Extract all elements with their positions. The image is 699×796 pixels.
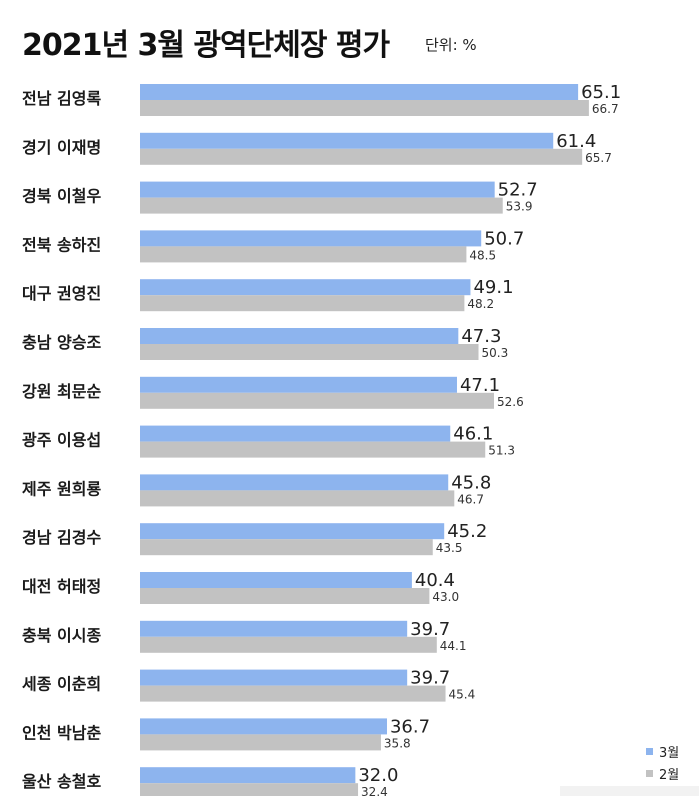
data-label-march-4: 49.1 (473, 277, 513, 298)
data-label-march-5: 47.3 (461, 326, 501, 347)
data-label-february-6: 52.6 (497, 395, 524, 409)
bar-march-8 (140, 474, 449, 491)
data-label-march-3: 50.7 (484, 228, 524, 249)
data-label-march-12: 39.7 (410, 668, 450, 689)
bar-march-6 (140, 376, 457, 393)
bar-march-14 (140, 767, 356, 784)
category-label-5: 충남 양승조 (22, 333, 101, 352)
legend-label-february: 2월 (659, 767, 680, 783)
category-label-4: 대구 권영진 (22, 284, 101, 303)
corner-strip (560, 786, 699, 796)
data-label-march-1: 61.4 (556, 131, 596, 152)
bar-march-3 (140, 230, 482, 247)
bar-february-6 (140, 392, 494, 409)
bar-february-4 (140, 295, 465, 312)
bar-march-2 (140, 181, 495, 198)
category-label-3: 전북 송하진 (22, 235, 101, 254)
data-label-february-9: 43.5 (436, 541, 463, 555)
data-label-february-10: 43.0 (432, 590, 459, 604)
data-label-february-8: 46.7 (457, 492, 484, 506)
legend-item-march: 3월 (646, 740, 679, 762)
bar-february-11 (140, 636, 437, 653)
bar-march-5 (140, 328, 459, 344)
data-label-february-11: 44.1 (440, 639, 467, 653)
category-label-7: 광주 이용섭 (22, 431, 101, 450)
bar-march-1 (140, 132, 554, 149)
legend-item-february: 2월 (646, 762, 679, 784)
data-label-march-8: 45.8 (451, 472, 491, 493)
data-label-february-5: 50.3 (482, 346, 509, 360)
bar-march-12 (140, 669, 408, 686)
data-label-february-1: 65.7 (585, 151, 612, 165)
category-label-14: 울산 송철호 (22, 772, 101, 791)
data-label-february-3: 48.5 (469, 248, 496, 262)
bar-february-7 (140, 441, 486, 458)
data-label-march-9: 45.2 (447, 521, 487, 542)
data-label-march-2: 52.7 (498, 180, 538, 201)
bar-february-10 (140, 588, 430, 604)
data-label-february-4: 48.2 (467, 297, 494, 311)
bar-february-14 (140, 783, 359, 796)
legend-swatch-february (646, 769, 653, 777)
category-label-11: 충북 이시종 (22, 626, 101, 645)
data-label-march-0: 65.1 (581, 82, 621, 103)
bar-march-13 (140, 718, 387, 735)
legend: 3월 2월 (646, 740, 679, 784)
data-label-march-6: 47.1 (460, 375, 500, 396)
data-label-february-0: 66.7 (592, 102, 619, 116)
category-label-12: 세종 이춘희 (22, 675, 101, 694)
unit-label: 단위: % (425, 36, 477, 54)
data-label-march-11: 39.7 (410, 619, 450, 640)
bar-february-1 (140, 148, 583, 165)
bar-february-2 (140, 197, 503, 214)
bar-march-9 (140, 523, 445, 540)
data-label-march-7: 46.1 (453, 424, 493, 445)
data-label-february-14: 32.4 (361, 785, 388, 796)
bar-february-5 (140, 344, 479, 360)
bar-february-3 (140, 246, 467, 263)
data-label-february-7: 51.3 (488, 444, 515, 458)
category-label-9: 경남 김경수 (22, 528, 101, 547)
data-label-march-10: 40.4 (415, 570, 455, 591)
data-label-march-13: 36.7 (390, 716, 430, 737)
category-label-0: 전남 김영록 (22, 89, 101, 108)
bar-march-10 (140, 572, 412, 588)
category-label-8: 제주 원희룡 (22, 479, 101, 498)
category-label-2: 경북 이철우 (22, 187, 101, 206)
bar-march-7 (140, 425, 451, 442)
bar-march-4 (140, 279, 471, 296)
category-label-1: 경기 이재명 (22, 138, 101, 157)
bar-february-9 (140, 539, 433, 556)
data-label-february-13: 35.8 (384, 736, 411, 750)
legend-label-march: 3월 (659, 745, 680, 761)
chart-title: 2021년 3월 광역단체장 평가 (22, 28, 390, 63)
bar-march-11 (140, 620, 408, 637)
data-label-march-14: 32.0 (358, 765, 398, 786)
bar-february-13 (140, 734, 381, 751)
category-label-6: 강원 최문순 (22, 382, 101, 401)
bar-february-8 (140, 490, 455, 507)
data-label-february-2: 53.9 (506, 200, 533, 214)
category-label-13: 인천 박남춘 (22, 723, 101, 742)
bar-february-0 (140, 100, 589, 116)
bar-february-12 (140, 685, 446, 702)
category-label-10: 대전 허태정 (22, 577, 101, 596)
bar-march-0 (140, 84, 579, 100)
data-label-february-12: 45.4 (449, 688, 476, 702)
legend-swatch-march (646, 747, 653, 755)
